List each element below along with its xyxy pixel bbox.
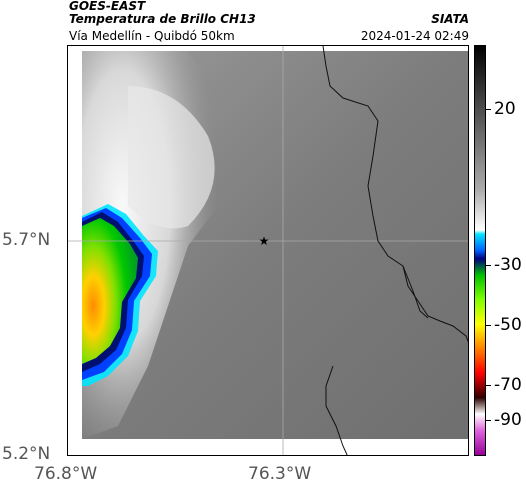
colorbar-label: -50 <box>494 315 522 335</box>
location-star-icon: ★ <box>259 234 270 248</box>
colorbar-tick <box>486 265 491 266</box>
colorbar-tick <box>486 420 491 421</box>
boundary-line-branch <box>402 265 429 319</box>
colorbar-tick <box>486 325 491 326</box>
colorbar-gradient <box>475 46 485 455</box>
brand-label: SIATA <box>431 12 469 26</box>
colorbar-tick <box>486 109 491 110</box>
boundary-line-south <box>325 365 348 455</box>
colorbar <box>474 45 486 456</box>
region-subtitle: Vía Medellín - Quibdó 50km <box>69 29 235 43</box>
boundary-line-east <box>322 46 468 343</box>
lat-label-5-2: 5.2°N <box>2 444 51 464</box>
colorbar-label: -70 <box>494 375 522 395</box>
colorbar-label: -90 <box>494 410 522 430</box>
convective-storm <box>82 204 158 386</box>
colorbar-label: -30 <box>494 255 522 275</box>
satellite-map[interactable]: ★ <box>67 45 469 456</box>
lat-label-5-7: 5.7°N <box>2 230 51 250</box>
timestamp: 2024-01-24 02:49 <box>360 29 469 43</box>
colorbar-tick <box>486 385 491 386</box>
cloud-band <box>128 86 215 229</box>
lon-label-76-3: 76.3°W <box>248 464 312 484</box>
product-title: Temperatura de Brillo CH13 <box>69 12 256 26</box>
map-canvas: ★ <box>68 46 468 455</box>
lon-label-76-8: 76.8°W <box>34 464 98 484</box>
colorbar-label: 20 <box>494 99 516 119</box>
satellite-title: GOES-EAST <box>69 0 146 13</box>
